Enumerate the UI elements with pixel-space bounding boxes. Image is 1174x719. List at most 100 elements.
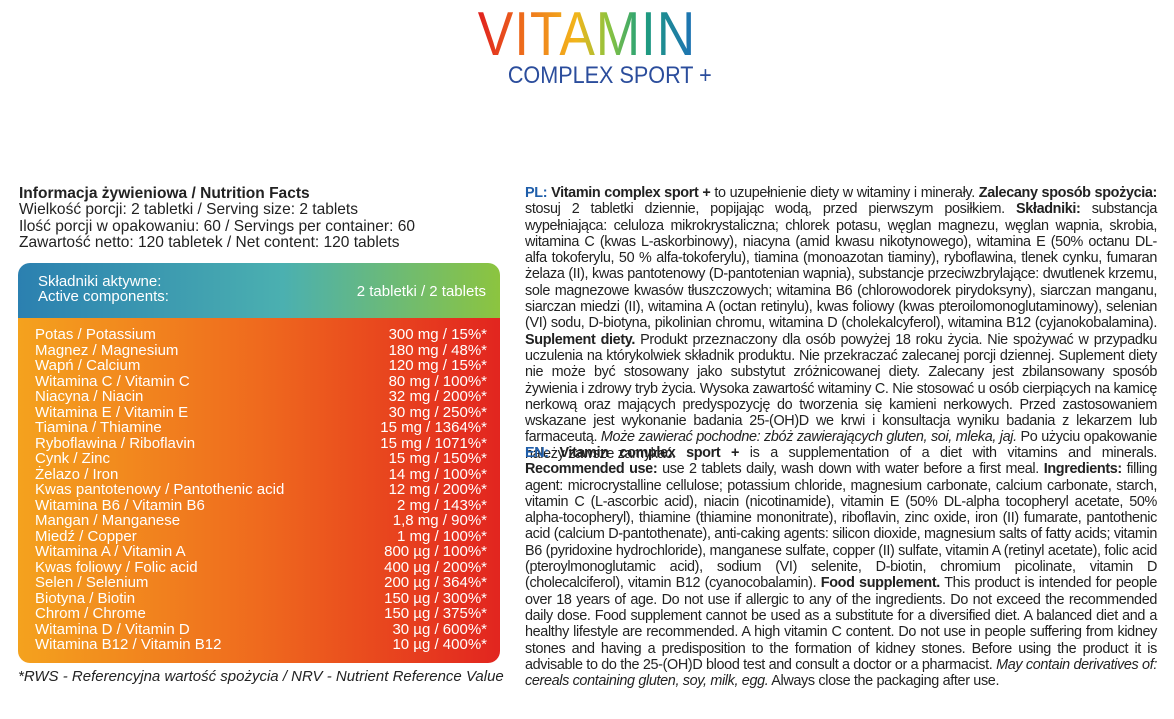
- text: is a supplementation of a diet with vita…: [739, 445, 1158, 461]
- nutrient-amount: 150 µg / 300%*: [384, 589, 487, 607]
- nutrient-row: Niacyna / Niacin 32 mg / 200%*: [35, 389, 487, 405]
- nutrient-row: Witamina E / Vitamin E 30 mg / 250%*: [35, 403, 487, 421]
- nutrient-row: Ryboflawina / Riboflavin 15 mg / 1071%*: [35, 434, 487, 452]
- nutrient-row: Witamina B6 / Vitamin B6 2 mg / 143%*: [35, 496, 487, 514]
- nutrient-name: Witamina D / Vitamin D: [35, 620, 190, 638]
- en-text: EN: Vitamin complex sport + is a supplem…: [525, 445, 1157, 689]
- text: Produkt przeznaczony dla osób powyżej 18…: [525, 331, 1157, 446]
- nutrient-amount: 1 mg / 100%*: [396, 527, 487, 545]
- nutrient-amount: 120 mg / 15%*: [388, 357, 487, 374]
- product: Vitamin complex sport +: [547, 185, 711, 201]
- nutrient-row: Witamina A / Vitamin A 800 µg / 100%*: [35, 544, 487, 560]
- nutrient-row: Kwas foliowy / Folic acid 400 µg / 200%*: [35, 558, 487, 576]
- nutrient-name: Kwas foliowy / Folic acid: [35, 558, 198, 576]
- pl-text: PL: Vitamin complex sport + to uzupełnie…: [525, 185, 1157, 462]
- nutrient-amount: 10 µg / 400%*: [392, 636, 487, 653]
- nutrient-row: Żelazo / Iron 14 mg / 100%*: [35, 465, 487, 483]
- nutrient-name: Witamina C / Vitamin C: [35, 372, 190, 390]
- nutrient-name: Biotyna / Biotin: [35, 589, 136, 607]
- title-wrap: VITAMIN: [0, 4, 1174, 66]
- nutrient-name: Witamina A / Vitamin A: [35, 543, 186, 560]
- text: filling agent: microcrystalline cellulos…: [525, 461, 1157, 592]
- nutrient-amount: 200 µg / 364%*: [384, 574, 487, 591]
- facts-line: Wielkość porcji: 2 tabletki / Serving si…: [19, 201, 358, 219]
- nutrient-amount: 180 mg / 48%*: [388, 341, 487, 359]
- label: Recommended use:: [525, 461, 658, 478]
- lang: PL:: [525, 185, 548, 201]
- nutrient-name: Chrom / Chrome: [35, 605, 146, 622]
- table-header: Składniki aktywne: Active components: 2 …: [18, 263, 500, 318]
- facts: Informacja żywieniowa / Nutrition Facts …: [19, 185, 427, 251]
- label: Zalecany sposób spożycia:: [978, 185, 1158, 201]
- nutrient-amount: 30 mg / 250%*: [388, 403, 487, 421]
- nutrient-row: Cynk / Zinc 15 mg / 150%*: [35, 451, 487, 467]
- text: Po użyciu opakowanie należy zawsze zamyk…: [525, 429, 1157, 462]
- nutrient-row: Miedź / Copper 1 mg / 100%*: [35, 527, 487, 545]
- facts-line: Zawartość netto: 120 tabletek / Net cont…: [19, 233, 400, 251]
- nutrient-amount: 30 µg / 600%*: [392, 620, 487, 638]
- text: stosuj 2 tabletki dziennie, popijając wo…: [525, 201, 1017, 218]
- nutrient-row: Witamina D / Vitamin D 30 µg / 600%*: [35, 620, 487, 638]
- nutrient-amount: 12 mg / 200%*: [388, 481, 487, 498]
- nutrient-name: Witamina B12 / Vitamin B12: [35, 636, 222, 653]
- nutrient-amount: 150 µg / 375%*: [384, 605, 487, 622]
- nutrient-row: Wapń / Calcium 120 mg / 15%*: [35, 358, 487, 374]
- nutrient-name: Witamina E / Vitamin E: [35, 403, 189, 421]
- label: Ingredients:: [1043, 461, 1123, 478]
- dose: 2 tabletki / 2 tablets: [356, 283, 486, 300]
- nutrient-name: Cynk / Zinc: [35, 450, 111, 467]
- nutrient-name: Miedź / Copper: [35, 527, 137, 545]
- nutrient-amount: 14 mg / 100%*: [388, 465, 487, 483]
- nutrient-name: Niacyna / Niacin: [35, 388, 144, 405]
- nutrient-row: Magnez / Magnesium 180 mg / 48%*: [35, 341, 487, 359]
- label-en: Active components:: [38, 288, 169, 305]
- text: This product is intended for people over…: [525, 575, 1157, 673]
- nutrient-row: Kwas pantotenowy / Pantothenic acid 12 mg…: [35, 482, 487, 498]
- nutrient-name: Mangan / Manganese: [35, 512, 181, 529]
- label-pl: Składniki aktywne:: [38, 273, 162, 290]
- nutrient-row: Witamina C / Vitamin C 80 mg / 100%*: [35, 372, 487, 390]
- text: use 2 tablets daily, wash down with wate…: [657, 461, 1044, 478]
- nutrient-row: Tiamina / Thiamine 15 mg / 1364%*: [35, 420, 487, 436]
- nutrient-amount: 80 mg / 100%*: [388, 372, 487, 390]
- nutrient-row: Selen / Selenium 200 µg / 364%*: [35, 575, 487, 591]
- lang: EN:: [525, 445, 549, 461]
- nutrient-row: Biotyna / Biotin 150 µg / 300%*: [35, 589, 487, 607]
- subtitle-wrap: COMPLEX SPORT +: [0, 62, 1174, 90]
- nutrient-name: Żelazo / Iron: [35, 465, 119, 483]
- nutrient-name: Witamina B6 / Vitamin B6: [35, 496, 205, 514]
- label: Składniki:: [1016, 201, 1081, 218]
- nutrient-row: Potas / Potassium 300 mg / 15%*: [35, 327, 487, 343]
- nutrient-amount: 300 mg / 15%*: [388, 326, 487, 343]
- nutrient-amount: 1,8 mg / 90%*: [392, 512, 487, 529]
- allergen: Może zawierać pochodne: zbóż zawierający…: [600, 429, 1017, 446]
- nutrition-table: Składniki aktywne: Active components: 2 …: [18, 263, 500, 663]
- nutrient-name: Wapń / Calcium: [35, 357, 141, 374]
- nutrient-amount: 800 µg / 100%*: [384, 543, 487, 560]
- footnote: *RWS - Referencyjna wartość spożycia / N…: [18, 668, 504, 685]
- facts-line: Ilość porcji w opakowaniu: 60 / Servings…: [19, 217, 415, 235]
- nutrient-amount: 15 mg / 150%*: [388, 450, 487, 467]
- nutrient-amount: 15 mg / 1364%*: [380, 419, 487, 436]
- nutrient-amount: 15 mg / 1071%*: [380, 434, 487, 452]
- nutrient-name: Tiamina / Thiamine: [35, 419, 162, 436]
- title: VITAMIN: [477, 0, 697, 69]
- label: Suplement diety.: [525, 331, 635, 348]
- table-body: Potas / Potassium 300 mg / 15%* Magnez / M…: [18, 318, 500, 663]
- nutrient-row: Mangan / Manganese 1,8 mg / 90%*: [35, 513, 487, 529]
- facts-heading: Informacja żywieniowa / Nutrition Facts: [19, 185, 310, 202]
- nutrient-name: Magnez / Magnesium: [35, 341, 179, 359]
- nutrient-row: Witamina B12 / Vitamin B12 10 µg / 400%*: [35, 637, 487, 653]
- subtitle: COMPLEX SPORT +: [507, 62, 712, 89]
- text: to uzupełnienie diety w witaminy i miner…: [710, 185, 979, 201]
- nutrient-name: Kwas pantotenowy / Pantothenic acid: [35, 481, 285, 498]
- text: substancja wypełniająca: celuloza mikrok…: [525, 201, 1157, 332]
- label: Food supplement.: [820, 575, 941, 592]
- text: Always close the packaging after use.: [768, 673, 1000, 690]
- nutrient-name: Potas / Potassium: [35, 326, 156, 343]
- nutrient-name: Ryboflawina / Riboflavin: [35, 434, 196, 452]
- allergen: May contain derivatives of: cereals cont…: [525, 656, 1158, 690]
- nutrient-amount: 400 µg / 200%*: [384, 558, 487, 576]
- nutrient-amount: 32 mg / 200%*: [388, 388, 487, 405]
